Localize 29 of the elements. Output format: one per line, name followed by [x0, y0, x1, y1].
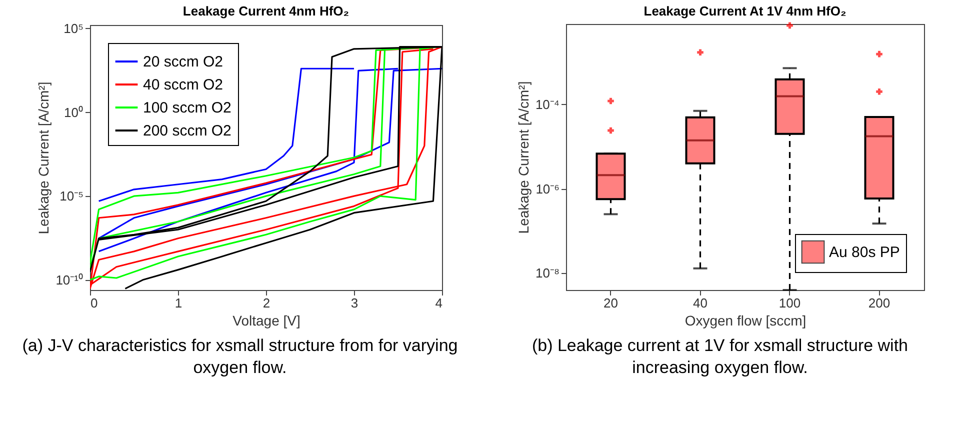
legend-label: 100 sccm O2 — [143, 100, 232, 116]
x-tick-label: 40 — [693, 296, 708, 310]
y-axis-title: Leakage Current [A/cm²] — [515, 81, 532, 234]
x-tick-label: 100 — [778, 296, 801, 310]
y-tick-label: 10⁻⁸ — [536, 266, 560, 281]
y-tick-label: 10⁰ — [64, 104, 84, 120]
legend-label: Au 80s PP — [829, 244, 900, 261]
legend-label: 20 sccm O2 — [143, 54, 224, 70]
y-tick-label: 10⁻⁵ — [60, 188, 84, 204]
x-axis-title: Voltage [V] — [232, 312, 300, 328]
x-tick-label: 1 — [174, 296, 182, 310]
y-tick-label: 10⁻¹⁰ — [56, 272, 84, 288]
legend-label: 200 sccm O2 — [143, 122, 232, 140]
chart-title: Leakage Current 4nm HfO₂ — [182, 3, 350, 18]
y-axis-title: Leakage Current [A/cm²] — [36, 82, 52, 234]
x-axis-title: Oxygen flow [sccm] — [684, 312, 806, 328]
legend-label: 40 sccm O2 — [143, 76, 224, 94]
y-tick-label: 10⁻⁶ — [536, 181, 560, 196]
y-tick-label: 10⁵ — [64, 20, 84, 36]
x-tick-label: 20 — [604, 296, 618, 310]
text: (b) Leakage current at 1V for xsmall structure with increasing oxygen flow. — [530, 335, 910, 379]
x-tick-label: 2 — [262, 296, 270, 310]
y-tick-label: 10⁻⁴ — [535, 96, 560, 112]
x-tick-label: 3 — [350, 296, 358, 310]
x-tick-label: 0 — [90, 296, 98, 310]
x-tick-label: 4 — [435, 296, 442, 310]
text: (a) J-V characteristics for xsmall structure from for varying oxygen flow. — [21, 335, 459, 379]
x-tick-label: 200 — [868, 296, 890, 310]
chart-title: Leakage Current At 1V 4nm HfO₂ — [644, 3, 846, 18]
